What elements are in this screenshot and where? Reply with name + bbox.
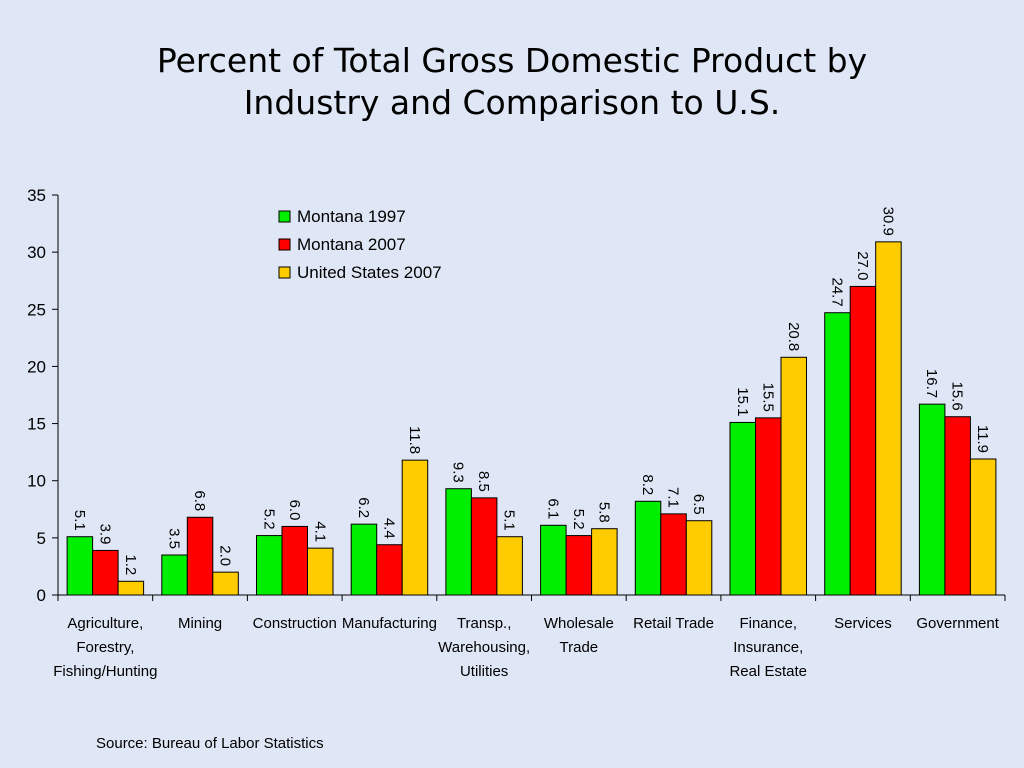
bar-data-label: 11.9: [974, 425, 991, 453]
bar: [186, 516, 214, 596]
bar-data-label: 20.8: [785, 322, 802, 351]
x-category-label: Retail Trade: [633, 615, 714, 632]
bar-data-label: 27.0: [854, 251, 871, 280]
bar-data-label: 15.6: [949, 382, 966, 411]
bar: [918, 403, 946, 596]
bar: [969, 458, 997, 596]
chart-title: Percent of Total Gross Domestic Product …: [0, 40, 1024, 124]
bar-data-label: 24.7: [828, 278, 845, 307]
bar-data-label: 4.1: [311, 521, 328, 542]
bar-data-label: 16.7: [923, 369, 940, 398]
y-tick-label: 5: [37, 529, 46, 548]
bar: [824, 312, 851, 596]
x-category-label: Forestry,: [76, 639, 134, 656]
bar: [496, 536, 523, 596]
bar-data-label: 8.2: [639, 474, 656, 495]
legend-label: Montana 1997: [297, 207, 406, 226]
bar: [875, 241, 902, 596]
bar: [944, 416, 971, 596]
x-category-label: Insurance,: [733, 639, 803, 656]
bar: [212, 571, 239, 596]
bar-data-label: 11.8: [406, 426, 423, 454]
bar: [66, 536, 94, 596]
bar: [565, 535, 593, 596]
x-category-label: Construction: [253, 615, 337, 632]
bar-data-label: 15.5: [759, 383, 776, 412]
x-category-label: Utilities: [460, 663, 508, 680]
bar-data-label: 7.1: [665, 487, 682, 508]
bar: [591, 528, 618, 596]
bar-data-label: 1.2: [122, 554, 139, 575]
x-category-label: Manufacturing: [342, 615, 437, 632]
bar: [281, 525, 308, 596]
x-category-label: Agriculture,: [67, 615, 143, 632]
x-category-label: Warehousing,: [438, 639, 530, 656]
bar-data-label: 6.5: [690, 494, 707, 515]
bar-data-label: 6.1: [544, 498, 561, 519]
bar: [755, 417, 782, 596]
x-category-label: Transp.,: [457, 615, 511, 632]
bar: [660, 513, 687, 596]
legend-swatch: [278, 210, 291, 223]
y-tick-label: 35: [27, 186, 46, 205]
bar-data-label: 4.4: [380, 518, 397, 539]
legend-swatch: [278, 266, 291, 279]
bar-data-label: 8.5: [475, 471, 492, 492]
bar-data-label: 15.1: [734, 387, 751, 416]
x-category-label: Trade: [560, 639, 599, 656]
y-tick-label: 10: [27, 472, 46, 491]
legend-swatch: [278, 238, 291, 251]
chart-title-line-1: Percent of Total Gross Domestic Product …: [156, 41, 868, 80]
x-category-label: Wholesale: [544, 615, 614, 632]
y-tick-label: 0: [37, 586, 46, 605]
bar: [376, 544, 403, 596]
bar: [540, 524, 567, 596]
bar: [256, 535, 283, 596]
y-tick-label: 15: [27, 415, 46, 434]
bar: [350, 523, 378, 596]
x-category-label: Real Estate: [729, 663, 807, 680]
bar: [445, 488, 472, 596]
legend-label: Montana 2007: [297, 235, 406, 254]
source-note: Source: Bureau of Labor Statistics: [96, 735, 324, 752]
bar-data-label: 6.0: [286, 500, 303, 521]
legend-label: United States 2007: [297, 263, 442, 282]
bar: [729, 421, 756, 596]
y-tick-label: 30: [27, 243, 46, 262]
bar: [634, 500, 662, 596]
x-category-label: Finance,: [739, 615, 797, 632]
bar: [92, 549, 119, 596]
y-tick-label: 20: [27, 357, 46, 376]
y-tick-label: 25: [27, 300, 46, 319]
bar: [470, 497, 498, 596]
bar: [685, 520, 713, 596]
bar: [401, 459, 429, 596]
bar-data-label: 3.5: [166, 528, 183, 549]
bar: [161, 554, 188, 596]
chart-title-line-2: Industry and Comparison to U.S.: [243, 83, 781, 122]
bar: [849, 285, 877, 596]
bar-data-label: 6.2: [355, 497, 372, 518]
x-category-label: Government: [916, 615, 999, 632]
bar-data-label: 5.2: [570, 509, 587, 530]
bar-data-label: 5.2: [260, 509, 277, 530]
bar-data-label: 2.0: [217, 545, 234, 566]
bar-data-label: 5.8: [595, 502, 612, 523]
bar-data-label: 5.1: [501, 510, 518, 531]
x-category-label: Mining: [178, 615, 222, 632]
bar: [780, 356, 807, 596]
bar-data-label: 6.8: [191, 490, 208, 511]
bar-data-label: 3.9: [96, 524, 113, 545]
bar-data-label: 30.9: [879, 207, 896, 236]
x-category-label: Services: [834, 615, 892, 632]
x-category-label: Fishing/Hunting: [53, 663, 157, 680]
bar: [117, 580, 145, 596]
bar-data-label: 5.1: [71, 510, 88, 531]
bar: [307, 547, 334, 596]
bar-data-label: 9.3: [450, 462, 467, 483]
